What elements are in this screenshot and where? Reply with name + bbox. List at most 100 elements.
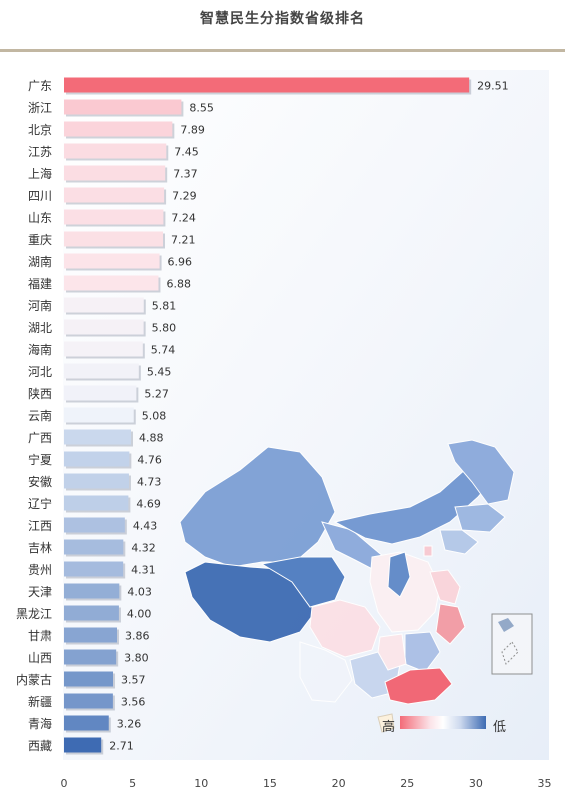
value-label: 3.86 [125,630,150,643]
value-label: 5.27 [144,388,169,401]
bar [64,275,159,291]
chart-title: 智慧民生分指数省级排名 [200,11,365,27]
map-hainan [377,713,395,733]
category-label: 河南 [28,298,52,313]
bar [64,561,124,577]
bar [64,583,120,599]
bar [64,297,144,313]
category-label: 内蒙古 [16,672,52,687]
color-legend: 高 低 [382,716,506,735]
value-label: 2.71 [109,740,134,753]
bar [64,715,109,731]
x-tick-label: 0 [61,777,68,790]
bar [64,385,137,401]
bar [64,407,134,423]
value-label: 5.08 [142,410,167,423]
map-hunan [377,633,407,671]
value-label: 4.88 [139,432,164,445]
x-tick-label: 5 [129,777,136,790]
value-label: 5.81 [152,300,177,313]
bars-group [64,77,472,755]
bar [64,121,173,137]
south-china-sea-inset [491,613,533,675]
legend-high-label: 高 [382,719,395,735]
category-label: 山东 [28,211,52,225]
value-label: 4.76 [137,454,162,467]
value-label: 5.74 [151,344,176,357]
map-yunnan [299,641,353,703]
bar [64,495,129,511]
category-label: 江西 [28,519,52,533]
value-label: 4.00 [127,608,152,621]
bar [64,737,102,753]
bar [64,693,113,709]
category-label: 广东 [28,79,52,93]
bar [64,143,167,159]
bar-chart: 高 低 广东浙江北京江苏上海四川山东重庆湖南福建河南湖北海南河北陕西云南广西宁夏… [16,70,552,790]
category-label: 上海 [28,166,52,181]
category-label: 贵州 [28,563,52,577]
category-label: 陕西 [28,386,52,401]
value-label: 4.69 [136,498,161,511]
x-tick-label: 35 [538,777,552,790]
bar [64,429,132,445]
bar [64,451,130,467]
legend-low-label: 低 [493,720,506,735]
bar [64,649,117,665]
category-label: 湖北 [28,320,52,335]
bar [64,341,143,357]
category-label: 福建 [28,276,52,291]
value-label: 3.57 [121,674,146,687]
map-sichuan [309,599,381,658]
value-label: 4.32 [131,542,156,555]
value-label: 7.37 [173,168,198,181]
value-label: 4.73 [137,476,162,489]
category-label: 黑龙江 [16,607,52,621]
value-label: 4.43 [133,520,158,533]
value-label: 4.03 [127,586,152,599]
category-label: 云南 [28,408,52,423]
value-label: 3.80 [124,652,149,665]
bar [64,671,114,687]
bar [64,605,119,621]
value-label: 6.96 [168,256,193,269]
category-label: 辽宁 [28,496,52,511]
x-tick-label: 10 [194,777,208,790]
category-label: 北京 [28,123,52,137]
bar [64,99,182,115]
x-tick-label: 30 [469,777,483,790]
value-label: 5.80 [152,322,177,335]
x-tick-label: 15 [263,777,277,790]
value-label: 8.55 [189,102,214,115]
china-map [179,439,533,733]
bar [64,209,164,225]
bar [64,539,124,555]
map-heilongjiang [447,439,515,505]
category-label: 安徽 [28,474,52,489]
value-labels: 29.51 8.55 7.89 7.45 7.37 7.29 7.24 7.21 6.96 6.8… [109,80,508,753]
x-axis: 0 5 10 15 20 25 30 35 [61,764,552,790]
map-tibet [184,561,316,643]
category-label: 广西 [28,431,52,445]
value-label: 3.56 [121,696,146,709]
bar [64,319,144,335]
category-label: 新疆 [28,694,52,709]
category-label: 山西 [28,651,52,665]
map-beijing [423,545,433,557]
value-label: 3.26 [117,718,141,731]
value-label: 7.45 [174,146,199,159]
category-label: 四川 [28,189,52,203]
value-label: 5.45 [147,366,172,379]
map-zhejiang [435,603,466,645]
map-shanxi [387,551,411,598]
bar [64,627,117,643]
category-label: 河北 [28,365,52,379]
map-liaoning [439,529,479,555]
x-tick-label: 25 [400,777,414,790]
map-jiangsu-shanghai [429,569,461,605]
value-label: 29.51 [477,80,509,93]
category-label: 甘肃 [28,629,52,643]
category-label: 青海 [28,716,52,731]
bar [64,77,470,93]
map-guangdong [384,667,453,705]
